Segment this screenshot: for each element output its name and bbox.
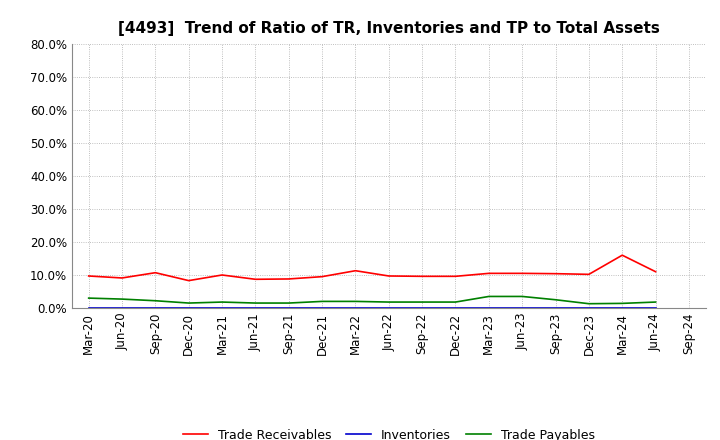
Inventories [618,305,626,311]
Inventories [184,305,193,311]
Inventories [418,305,426,311]
Inventories [251,305,260,311]
Trade Receivables [351,268,360,273]
Trade Payables [217,299,226,304]
Inventories [217,305,226,311]
Trade Receivables [251,277,260,282]
Trade Receivables [652,269,660,275]
Line: Trade Payables: Trade Payables [89,297,656,304]
Inventories [652,305,660,311]
Trade Payables [418,299,426,304]
Trade Receivables [217,272,226,278]
Trade Payables [451,299,460,304]
Trade Receivables [518,271,526,276]
Inventories [585,305,593,311]
Inventories [117,305,126,311]
Legend: Trade Receivables, Inventories, Trade Payables: Trade Receivables, Inventories, Trade Pa… [178,424,600,440]
Trade Receivables [552,271,560,276]
Inventories [84,305,93,311]
Inventories [284,305,293,311]
Trade Receivables [117,275,126,281]
Trade Payables [351,299,360,304]
Trade Receivables [585,271,593,277]
Trade Payables [151,298,160,304]
Trade Payables [585,301,593,306]
Trade Payables [618,301,626,306]
Trade Receivables [284,276,293,282]
Trade Payables [117,297,126,302]
Trade Payables [384,299,393,304]
Trade Receivables [485,271,493,276]
Inventories [318,305,326,311]
Trade Payables [518,294,526,299]
Trade Receivables [451,274,460,279]
Trade Receivables [184,278,193,283]
Inventories [384,305,393,311]
Trade Receivables [84,273,93,279]
Trade Receivables [151,270,160,275]
Trade Receivables [384,273,393,279]
Trade Receivables [318,274,326,279]
Trade Payables [84,296,93,301]
Trade Payables [184,301,193,306]
Trade Receivables [618,253,626,258]
Trade Payables [552,297,560,302]
Inventories [518,305,526,311]
Inventories [552,305,560,311]
Trade Payables [485,294,493,299]
Inventories [351,305,360,311]
Inventories [151,305,160,311]
Inventories [451,305,460,311]
Line: Trade Receivables: Trade Receivables [89,255,656,281]
Trade Payables [318,299,326,304]
Title: [4493]  Trend of Ratio of TR, Inventories and TP to Total Assets: [4493] Trend of Ratio of TR, Inventories… [118,21,660,36]
Trade Receivables [418,274,426,279]
Inventories [485,305,493,311]
Trade Payables [652,299,660,304]
Trade Payables [284,301,293,306]
Trade Payables [251,301,260,306]
